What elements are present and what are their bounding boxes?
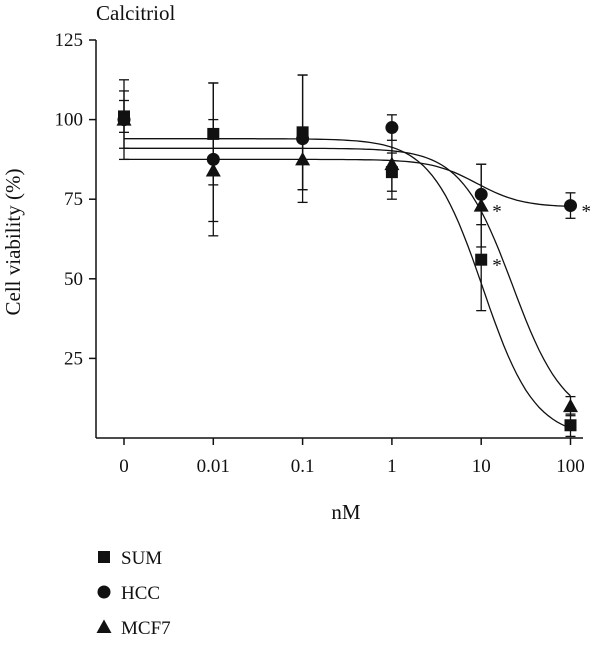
y-tick-label: 100 bbox=[55, 110, 84, 131]
chart-title: Calcitriol bbox=[96, 1, 175, 25]
data-point-hcc bbox=[564, 199, 577, 213]
legend-label-mcf7: MCF7 bbox=[121, 618, 171, 639]
data-point-hcc bbox=[296, 132, 310, 146]
x-tick-label: 0 bbox=[119, 456, 129, 477]
data-point-mcf7 bbox=[384, 156, 400, 171]
y-tick-label: 125 bbox=[55, 30, 84, 51]
significance-star: * bbox=[582, 202, 592, 223]
legend-label-sum: SUM bbox=[121, 548, 162, 569]
error-bars bbox=[119, 74, 576, 438]
x-tick-label: 10 bbox=[472, 456, 491, 477]
data-point-hcc bbox=[474, 187, 488, 201]
data-point-sum bbox=[207, 127, 220, 140]
x-tick-label: 1 bbox=[387, 456, 397, 477]
fit-curve-sum bbox=[124, 138, 571, 429]
x-tick-label: 0.01 bbox=[197, 456, 230, 477]
x-axis-title: nM bbox=[331, 500, 361, 524]
data-point-mcf7 bbox=[205, 163, 221, 177]
data-point-sum bbox=[475, 253, 488, 266]
legend-marker-mcf7 bbox=[96, 619, 112, 633]
y-tick-label: 50 bbox=[64, 269, 83, 290]
legend-marker-hcc bbox=[97, 585, 111, 599]
data-point-mcf7 bbox=[295, 151, 311, 166]
data-point-hcc bbox=[206, 152, 220, 166]
legend-marker-sum bbox=[98, 551, 110, 563]
data-point-hcc bbox=[385, 121, 399, 135]
y-tick-label: 25 bbox=[64, 348, 83, 369]
y-axis-title: Cell viability (%) bbox=[1, 169, 25, 316]
significance-star: * bbox=[492, 202, 502, 223]
x-tick-label: 0.1 bbox=[291, 456, 315, 477]
fit-curves bbox=[124, 138, 571, 429]
fit-curve-mcf7 bbox=[124, 147, 571, 397]
significance-markers: * * * bbox=[492, 202, 591, 277]
data-point-sum bbox=[564, 419, 577, 432]
x-tick-label: 100 bbox=[556, 456, 585, 477]
significance-star: * bbox=[492, 256, 502, 277]
data-points bbox=[116, 110, 578, 432]
legend-label-hcc: HCC bbox=[121, 583, 160, 604]
data-point-mcf7 bbox=[563, 398, 578, 413]
fit-curve-hcc bbox=[124, 158, 571, 208]
legend: SUM HCC MCF7 bbox=[96, 548, 171, 639]
axes: 25 50 75 100 125 0 0.01 0.1 1 10 100 bbox=[55, 30, 585, 477]
data-point-mcf7 bbox=[473, 198, 489, 212]
y-tick-label: 75 bbox=[64, 189, 83, 210]
data-point-mcf7 bbox=[116, 112, 132, 126]
